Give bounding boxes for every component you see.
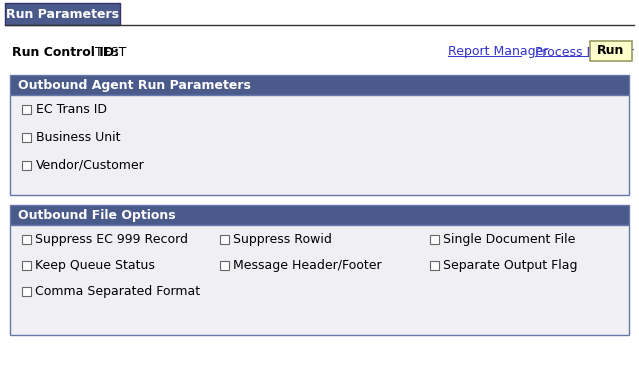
Text: Single Document File: Single Document File — [443, 233, 575, 246]
Bar — [22, 287, 31, 296]
Text: Separate Output Flag: Separate Output Flag — [443, 259, 578, 272]
Text: Report Manager: Report Manager — [448, 45, 548, 59]
Text: Process Monitor: Process Monitor — [535, 45, 634, 59]
Text: Outbound Agent Run Parameters: Outbound Agent Run Parameters — [18, 78, 251, 91]
Bar — [22, 161, 31, 170]
Text: EC Trans ID: EC Trans ID — [36, 103, 107, 116]
Text: Business Unit: Business Unit — [36, 131, 121, 144]
Text: Message Header/Footer: Message Header/Footer — [233, 259, 381, 272]
Bar — [22, 261, 31, 270]
Bar — [10, 205, 629, 225]
Bar — [220, 235, 229, 244]
Bar — [10, 75, 629, 95]
Bar — [22, 133, 31, 142]
Bar — [5, 3, 120, 25]
Text: Suppress EC 999 Record: Suppress EC 999 Record — [35, 233, 188, 246]
Text: TEST: TEST — [95, 45, 127, 59]
Text: Run Control ID:: Run Control ID: — [12, 45, 119, 59]
Text: Vendor/Customer: Vendor/Customer — [36, 159, 145, 172]
Text: Suppress Rowid: Suppress Rowid — [233, 233, 332, 246]
Text: Run: Run — [597, 45, 625, 58]
Text: Keep Queue Status: Keep Queue Status — [35, 259, 155, 272]
Bar — [10, 95, 629, 195]
Bar — [10, 225, 629, 335]
Text: Run Parameters: Run Parameters — [6, 8, 119, 21]
Bar — [430, 261, 439, 270]
Bar — [430, 235, 439, 244]
Text: Outbound File Options: Outbound File Options — [18, 208, 176, 221]
Bar — [220, 261, 229, 270]
Bar — [590, 41, 632, 61]
Bar — [22, 105, 31, 114]
Text: Comma Separated Format: Comma Separated Format — [35, 285, 200, 298]
Bar — [22, 235, 31, 244]
